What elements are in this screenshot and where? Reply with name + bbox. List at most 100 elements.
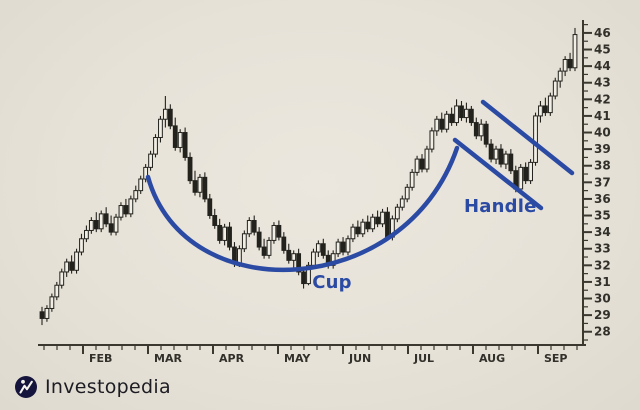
candle — [93, 212, 99, 233]
y-tick-label: 44 — [594, 59, 611, 73]
candle — [439, 112, 445, 133]
y-tick-label: 35 — [594, 209, 611, 223]
candle — [246, 217, 252, 238]
x-tick-label: JUL — [413, 352, 434, 365]
candle — [508, 149, 514, 175]
investopedia-icon — [15, 376, 37, 398]
candle — [335, 238, 341, 258]
candle — [108, 215, 114, 236]
investopedia-wordmark: Investopedia — [45, 376, 171, 398]
y-tick-label: 39 — [594, 142, 611, 156]
candle — [281, 232, 287, 254]
candle — [394, 203, 400, 223]
handle-lower-line — [452, 137, 544, 211]
candle — [212, 208, 218, 229]
candle — [69, 255, 75, 274]
candle — [493, 145, 499, 165]
handle-annotation-label: Handle — [464, 196, 537, 217]
candle — [538, 100, 543, 123]
candle — [528, 159, 533, 184]
candle — [98, 210, 104, 233]
candle — [123, 198, 129, 218]
candle — [547, 92, 553, 116]
candle — [572, 27, 578, 72]
x-tick-label: SEP — [544, 352, 568, 365]
candle — [217, 218, 223, 244]
candle — [133, 185, 139, 203]
candle — [84, 225, 89, 243]
candle — [449, 107, 455, 126]
y-tick-label: 33 — [594, 242, 611, 256]
candle — [266, 237, 272, 259]
candle — [523, 162, 529, 184]
y-tick-label: 43 — [594, 76, 611, 90]
candle — [370, 213, 376, 233]
candle — [345, 235, 351, 256]
y-tick-label: 29 — [594, 308, 611, 322]
y-tick-label: 32 — [594, 258, 611, 272]
candle — [59, 268, 65, 289]
x-tick-label: MAY — [284, 352, 311, 365]
y-tick-label: 28 — [594, 325, 611, 339]
candle — [483, 120, 489, 148]
candle — [177, 129, 183, 153]
candle — [192, 170, 198, 196]
cup-annotation-label: Cup — [312, 272, 352, 293]
candle — [167, 104, 173, 130]
candle — [202, 172, 208, 203]
investopedia-logo: Investopedia — [14, 375, 171, 399]
y-tick-label: 34 — [594, 225, 611, 239]
handle-upper-line — [480, 99, 575, 176]
candle — [182, 127, 188, 161]
candle — [118, 202, 124, 221]
cup-curve — [145, 145, 460, 273]
candle — [39, 306, 45, 326]
x-tick-label: AUG — [479, 352, 505, 365]
candle — [271, 222, 277, 244]
candle — [542, 97, 548, 116]
x-tick-labels: FEB MAR APR MAY JUN JUL AUG SEP — [89, 352, 568, 365]
candle — [429, 127, 435, 153]
candle — [54, 281, 60, 301]
candle — [557, 67, 563, 88]
candle — [64, 258, 70, 277]
candle — [473, 117, 479, 140]
candle — [103, 207, 109, 228]
x-tick-label: MAR — [154, 352, 182, 365]
candle — [488, 139, 494, 163]
candle — [162, 96, 168, 128]
candle — [143, 164, 149, 183]
candle — [153, 134, 158, 158]
y-tick-label: 41 — [594, 109, 611, 123]
candle — [409, 169, 415, 191]
candle — [459, 100, 464, 121]
candle — [261, 238, 267, 259]
candlestick-series — [39, 27, 578, 326]
candle — [251, 215, 257, 236]
candle — [380, 208, 385, 228]
candle — [478, 119, 484, 141]
candle — [138, 175, 144, 194]
candle — [276, 220, 282, 241]
y-tick-label: 36 — [594, 192, 611, 206]
candle — [291, 250, 297, 269]
candle — [256, 227, 262, 251]
x-tick-label: FEB — [89, 352, 112, 365]
candle — [197, 174, 203, 198]
y-tick-label: 40 — [594, 126, 611, 140]
candle — [434, 115, 440, 136]
candle — [562, 56, 568, 77]
candle — [49, 293, 55, 312]
candle — [207, 193, 213, 219]
candle — [350, 223, 356, 243]
candle — [498, 144, 504, 168]
candle — [227, 222, 232, 251]
candle — [444, 110, 450, 133]
candle — [148, 150, 153, 171]
y-tick-label: 45 — [594, 43, 611, 57]
candle — [533, 112, 538, 166]
y-axis — [582, 20, 592, 346]
candle — [518, 164, 524, 193]
